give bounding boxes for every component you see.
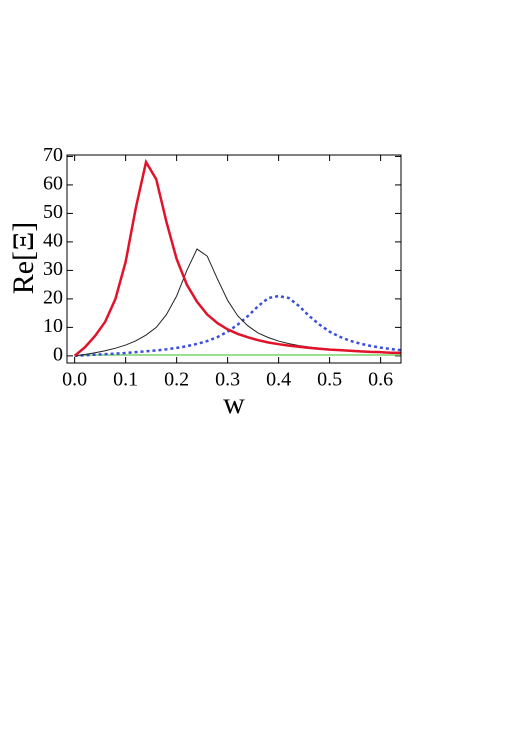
- y-tick-label: 50: [43, 201, 63, 223]
- y-axis-title: Re[Ξ]: [7, 222, 40, 295]
- y-tick-label: 70: [43, 144, 63, 166]
- plot-frame: [66, 154, 402, 364]
- line-series: [74, 354, 401, 357]
- x-tick-label: 0.5: [317, 369, 342, 391]
- x-tick-label: 0.2: [164, 369, 189, 391]
- x-tick-label: 0.6: [368, 369, 393, 391]
- line-series: [74, 294, 402, 358]
- line-series: [73, 158, 402, 357]
- y-tick-label: 0: [53, 343, 63, 365]
- x-tick-label: 0.3: [215, 369, 240, 391]
- y-tick-label: 40: [43, 229, 63, 251]
- y-tick-label: 10: [43, 315, 63, 337]
- x-tick-label: 0.1: [113, 369, 138, 391]
- y-tick-label: 20: [43, 286, 63, 308]
- x-tick-label: 0.0: [62, 369, 87, 391]
- y-tick-label: 30: [43, 258, 63, 280]
- y-tick-label: 60: [43, 173, 63, 195]
- x-axis-title: w: [223, 387, 245, 420]
- x-tick-label: 0.4: [266, 369, 291, 391]
